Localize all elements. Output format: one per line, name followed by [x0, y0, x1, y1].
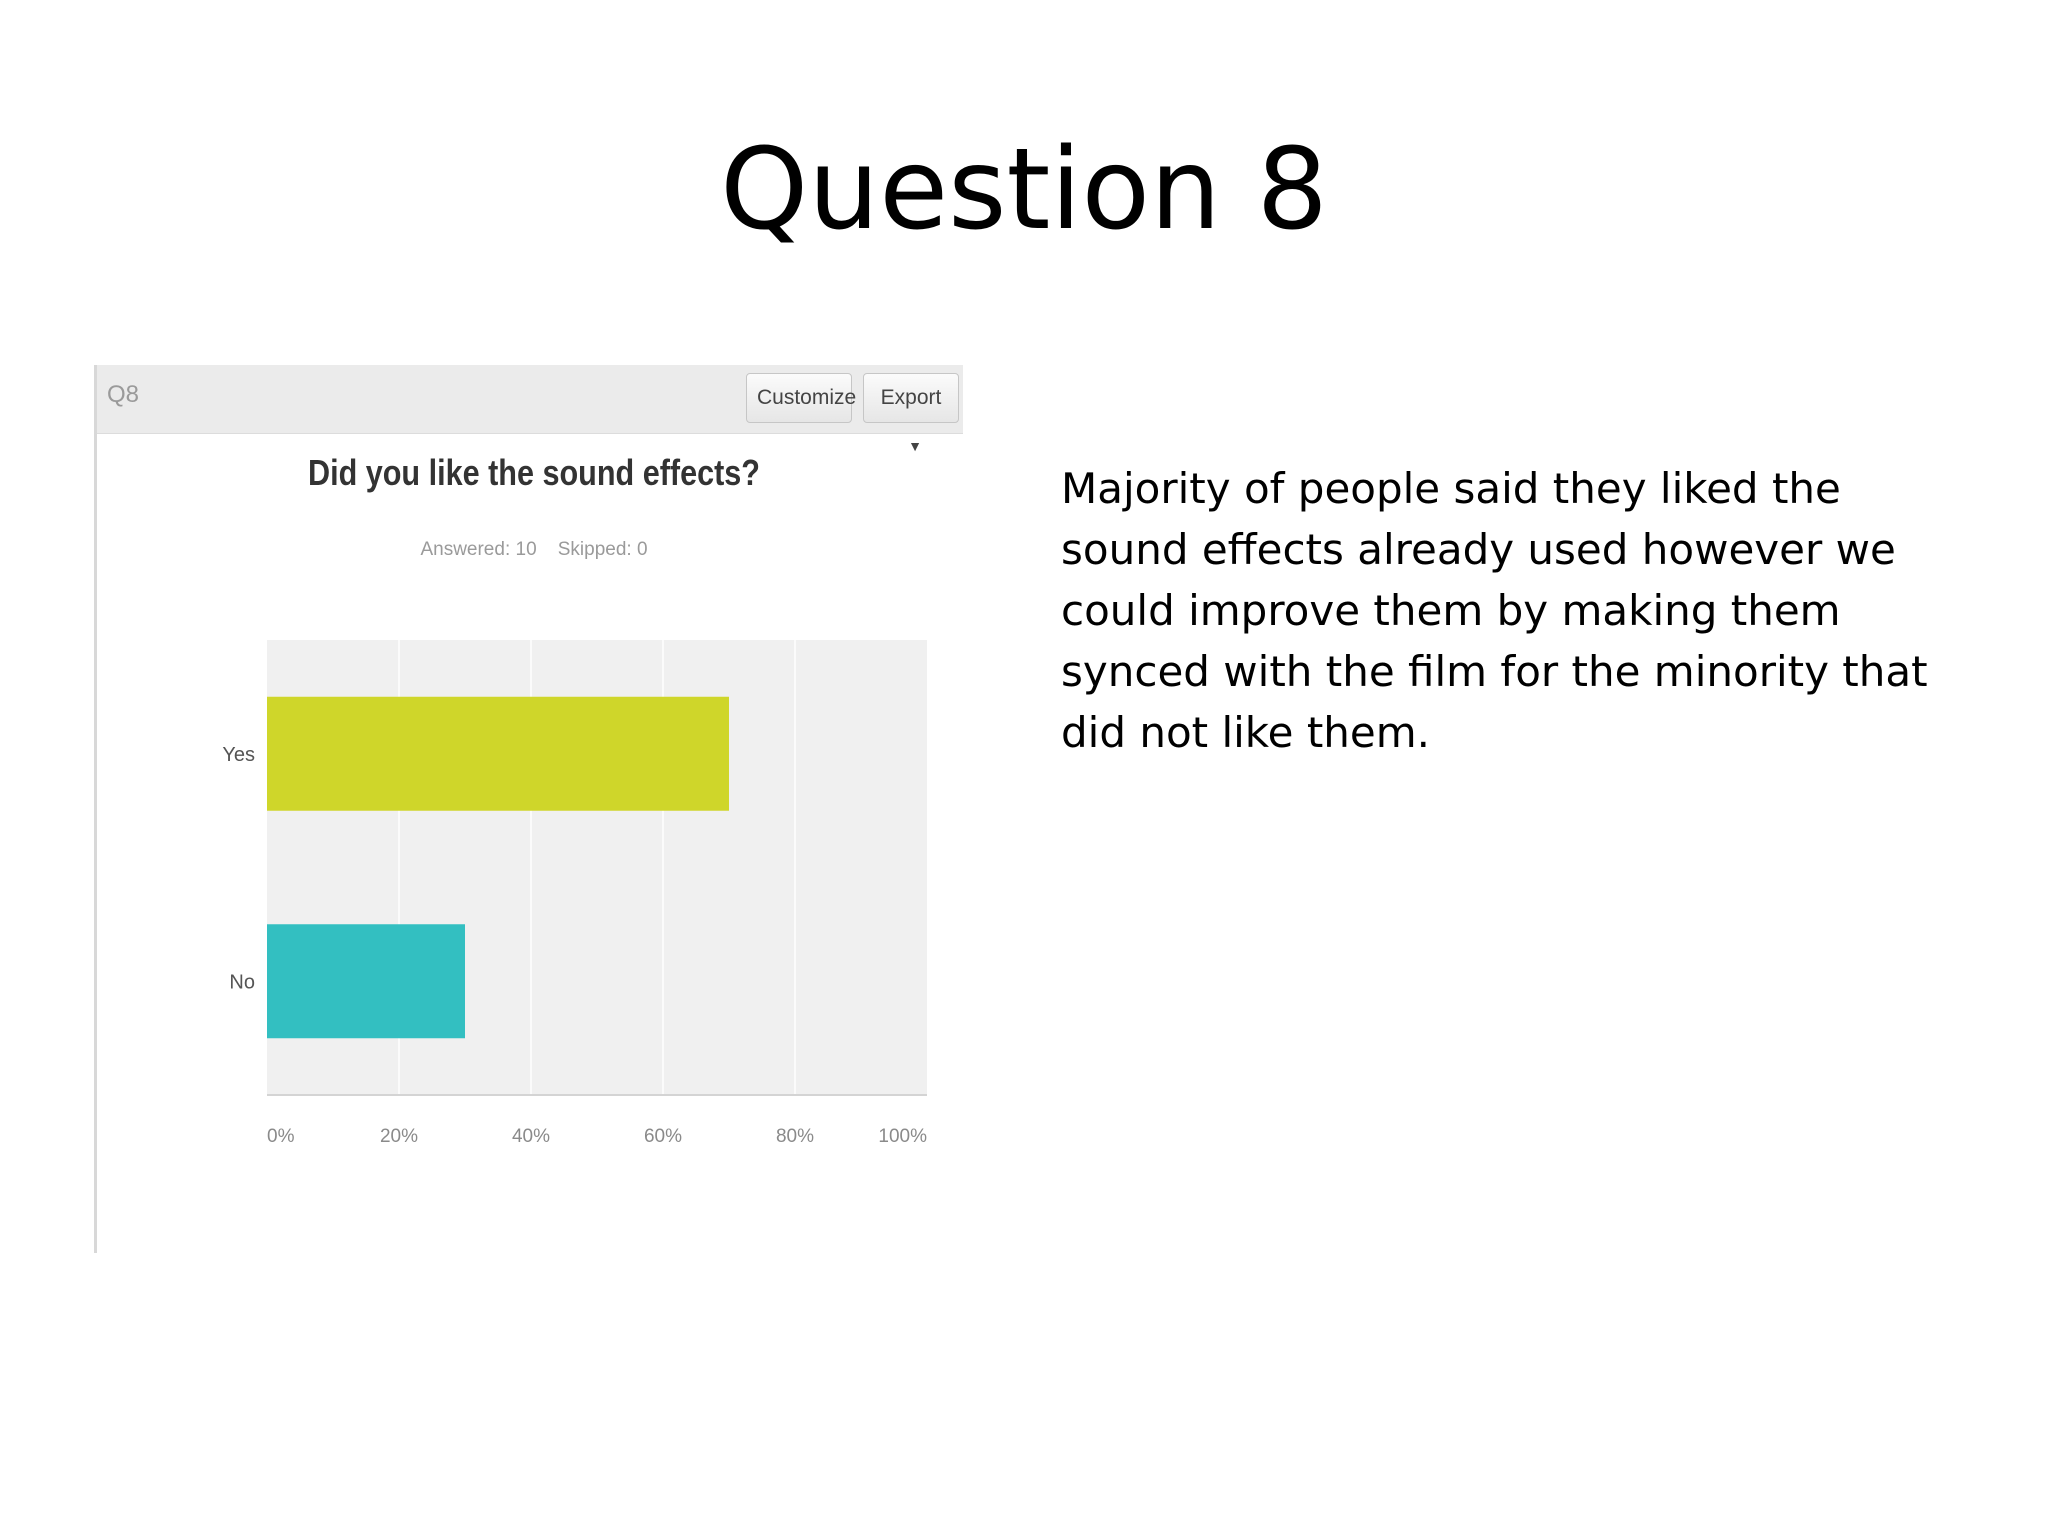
- question-number-label: Q8: [107, 381, 140, 408]
- chart-title: Did you like the sound effects?: [308, 454, 760, 494]
- bar-yes: [267, 696, 729, 811]
- panel-header: Q8 Customize Export ▼: [97, 365, 963, 454]
- slide-title: Question 8: [720, 125, 1328, 255]
- customize-button[interactable]: Customize: [746, 373, 856, 423]
- export-button[interactable]: Export ▼: [863, 373, 959, 454]
- x-tick-label: 60%: [644, 1126, 682, 1147]
- caret-down-icon: ▼: [908, 438, 922, 455]
- commentary-text: Majority of people said they liked the s…: [1061, 464, 1928, 757]
- y-category-label: No: [229, 971, 255, 993]
- x-tick-label: 40%: [512, 1126, 550, 1147]
- x-tick-label: 20%: [380, 1126, 418, 1147]
- x-tick-label: 80%: [776, 1126, 814, 1147]
- x-tick-label: 0%: [267, 1126, 295, 1147]
- chart-subtitle: Answered: 10 Skipped: 0: [420, 539, 647, 560]
- x-tick-label: 100%: [878, 1126, 927, 1147]
- customize-button-label: Customize: [757, 386, 857, 409]
- y-category-label: Yes: [222, 744, 255, 766]
- bar-chart: Did you like the sound effects? Answered…: [222, 454, 927, 1147]
- plot-area: 0% 20% 40% 60% 80% 100% Yes No: [222, 640, 927, 1147]
- bar-no: [267, 924, 465, 1039]
- export-button-label: Export: [880, 386, 942, 409]
- survey-result-panel: Q8 Customize Export ▼ Did you like the so…: [94, 365, 963, 1253]
